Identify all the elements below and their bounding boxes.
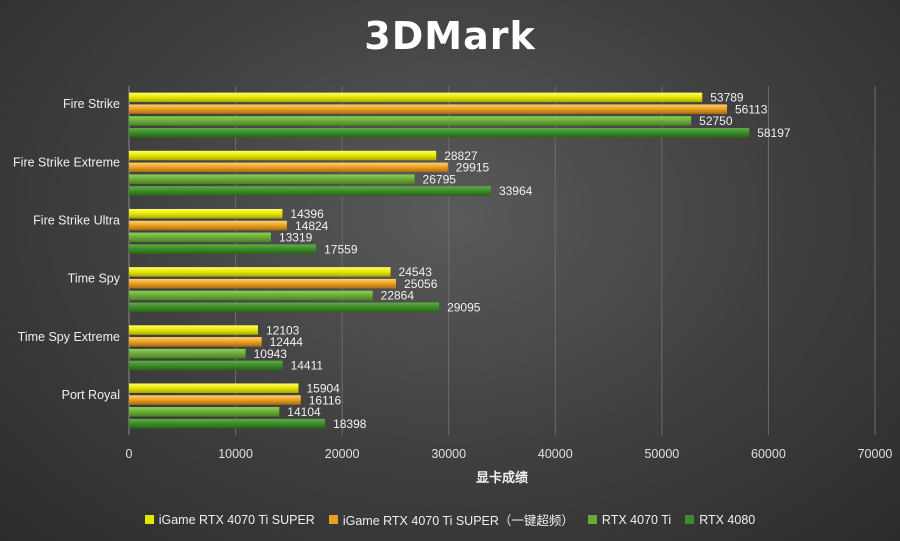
data-label: 28827 — [444, 149, 478, 163]
x-tick-label: 70000 — [858, 447, 893, 461]
data-label: 58197 — [757, 126, 791, 140]
bar — [129, 150, 437, 161]
legend-item: RTX 4080 — [685, 510, 755, 529]
bar — [129, 337, 262, 347]
x-tick-label: 30000 — [431, 447, 466, 461]
category-label: Fire Strike Extreme — [13, 155, 120, 169]
legend-swatch — [685, 515, 695, 524]
data-label: 52750 — [699, 114, 733, 128]
data-label: 12103 — [266, 323, 300, 337]
legend-swatch — [328, 515, 338, 524]
data-label: 56113 — [735, 102, 768, 116]
bar — [129, 244, 317, 254]
data-label: 29095 — [447, 301, 481, 315]
data-label: 14824 — [295, 219, 329, 233]
bar — [129, 116, 692, 126]
bar — [129, 208, 283, 219]
data-label: 22864 — [381, 289, 415, 303]
legend-item: iGame RTX 4070 Ti SUPER — [144, 510, 315, 529]
data-label: 29915 — [456, 161, 490, 175]
data-label: 14411 — [291, 359, 324, 373]
data-label: 12444 — [270, 335, 304, 349]
bar — [129, 174, 415, 184]
bar — [129, 395, 301, 405]
x-tick-label: 50000 — [644, 447, 679, 461]
category-label: Fire Strike — [63, 97, 120, 111]
bar — [129, 220, 287, 231]
data-label: 26795 — [423, 172, 457, 186]
bar — [129, 302, 440, 313]
bar — [129, 360, 283, 371]
x-tick-label: 10000 — [218, 447, 253, 461]
legend: iGame RTX 4070 Ti SUPER iGame RTX 4070 Ti… — [0, 510, 900, 529]
bar — [129, 267, 391, 277]
legend-label: iGame RTX 4070 Ti SUPER（一键超频） — [342, 514, 574, 528]
bar — [129, 104, 728, 114]
bar — [129, 348, 246, 359]
bar — [129, 92, 703, 103]
data-label: 16116 — [309, 393, 342, 407]
bar — [129, 418, 326, 429]
data-label: 18398 — [333, 417, 367, 431]
data-label: 14104 — [287, 405, 321, 419]
bar — [129, 162, 448, 173]
data-label: 17559 — [324, 242, 358, 256]
bar — [129, 186, 491, 196]
data-label: 25056 — [404, 277, 438, 291]
bar — [129, 232, 271, 243]
data-label: 10943 — [254, 347, 288, 361]
bar — [129, 278, 397, 289]
category-label: Time Spy — [68, 272, 121, 286]
data-label: 53789 — [710, 91, 744, 105]
data-label: 15904 — [306, 381, 340, 395]
data-label: 24543 — [399, 265, 433, 279]
legend-item: RTX 4070 Ti — [587, 510, 672, 529]
data-label: 33964 — [499, 184, 533, 198]
legend-item: iGame RTX 4070 Ti SUPER（一键超频） — [328, 510, 574, 529]
x-tick-label: 60000 — [751, 447, 786, 461]
x-tick-label: 0 — [126, 447, 133, 461]
category-label: Time Spy Extreme — [18, 330, 120, 344]
data-label: 14396 — [290, 207, 324, 221]
data-label: 13319 — [279, 231, 313, 245]
legend-label: RTX 4070 Ti — [601, 512, 672, 527]
category-label: Port Royal — [62, 388, 120, 402]
bar — [129, 128, 750, 138]
legend-label: RTX 4080 — [699, 512, 756, 527]
bar — [129, 325, 258, 335]
legend-swatch — [587, 515, 597, 524]
legend-swatch — [144, 515, 154, 524]
chart-title: 3DMark — [364, 14, 536, 58]
x-axis-label: 显卡成绩 — [476, 470, 528, 486]
bar — [129, 290, 373, 301]
legend-label: iGame RTX 4070 Ti SUPER — [158, 512, 315, 527]
category-label: Fire Strike Ultra — [33, 213, 120, 227]
bar — [129, 383, 299, 393]
x-tick-label: 40000 — [538, 447, 573, 461]
bar — [129, 407, 280, 417]
x-tick-label: 20000 — [325, 447, 360, 461]
